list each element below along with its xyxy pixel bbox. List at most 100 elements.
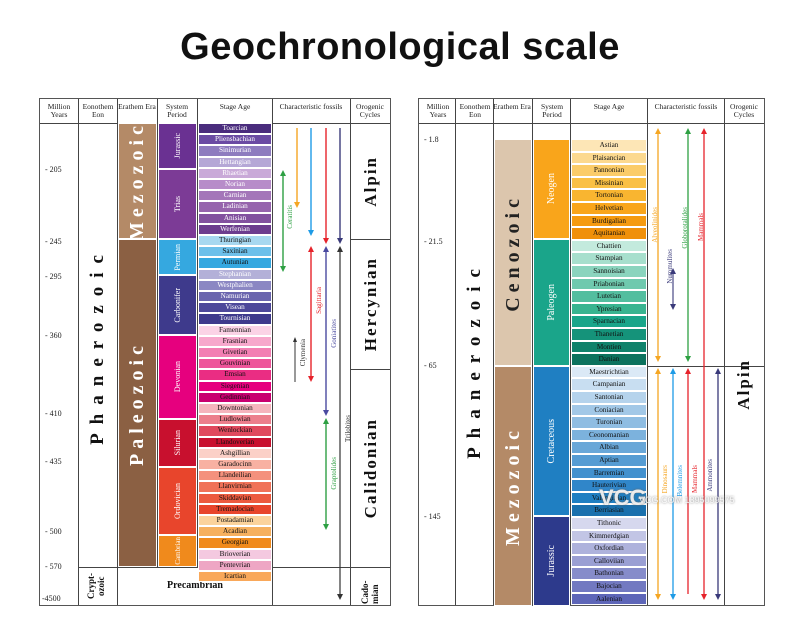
era-mezozoic-right: Mezozoic: [494, 366, 532, 606]
left-stage-5: Norian: [198, 179, 272, 191]
precambrian-label: Precambrian: [167, 580, 223, 591]
right-stage-21: Coniacian: [571, 403, 647, 417]
eon-phanerozoic-right: Phanerozoic: [464, 259, 485, 459]
cycle-alpin-right: Alpin: [734, 358, 753, 410]
left-stage-40: Icartian: [198, 571, 272, 583]
left-stage-28: Llandoverian: [198, 436, 272, 448]
eon-phanerozoic: Phanerozoic: [87, 245, 108, 445]
fossil-ceratitis: Ceratitis: [286, 205, 294, 229]
right-stage-16: Montien: [571, 340, 647, 354]
right-stage-25: Aptian: [571, 454, 647, 467]
right-stage-6: Burdigalian: [571, 214, 647, 228]
fossil-graptolides: Graptolides: [330, 457, 338, 490]
system-cretaceous: Cretaceous: [533, 366, 570, 516]
left-stage-13: Stephanian: [198, 268, 272, 280]
tick-295: - 295: [45, 272, 62, 281]
header-erathem-right: Erathem Era: [493, 102, 531, 111]
tick-21-5: - 21.5: [424, 237, 443, 246]
left-stage-29: Ashgillian: [198, 447, 272, 459]
header-erathem: Erathem Era: [118, 102, 156, 111]
era-cenozoic: Cenozoic: [494, 139, 532, 366]
era-mezozoic: Mezozoic: [118, 121, 157, 241]
left-stage-2: Sinimurian: [198, 145, 272, 157]
right-stage-18: Maestrichtian: [571, 365, 647, 379]
left-stage-11: Saxinian: [198, 246, 272, 258]
right-stage-0: Astian: [571, 139, 647, 152]
left-stage-22: Emsian: [198, 369, 272, 381]
right-stage-28: Valanginian: [571, 491, 647, 505]
header-fossils: Characteristic fossils: [279, 102, 343, 111]
left-stage-36: Acadian: [198, 526, 272, 538]
right-stage-column: Astian Plaisancian Pannonian Missinian Torto…: [571, 139, 647, 606]
header-eonothem: Eonothem Eon: [82, 102, 114, 119]
system-cambrian: Cambrian: [158, 535, 197, 567]
left-stage-33: Skiddavian: [198, 492, 272, 504]
right-stage-2: Pannonian: [571, 164, 647, 177]
right-stage-8: Chattien: [571, 239, 647, 253]
header-million-years-right: Million Years: [426, 102, 450, 119]
left-stage-15: Namurian: [198, 291, 272, 303]
system-paleogen: Paleogen: [533, 239, 570, 366]
left-stage-8: Anisian: [198, 212, 272, 224]
right-stage-4: Tortonian: [571, 189, 647, 202]
left-stage-31: Llandeilian: [198, 470, 272, 482]
right-stage-31: Kimmerdgian: [571, 529, 647, 543]
header-orogenic: Orogenic Cycles: [356, 102, 384, 119]
right-stage-30: Tithonic: [571, 517, 647, 530]
header-million-years: Million Years: [47, 102, 71, 119]
system-neogen: Neogen: [533, 139, 570, 239]
tick-65: - 65: [424, 361, 437, 370]
tick-205: - 205: [45, 165, 62, 174]
left-stage-18: Famennian: [198, 324, 272, 336]
right-stage-7: Aquitanian: [571, 227, 647, 240]
header-eonothem-right: Eonothem Eon: [459, 102, 491, 119]
cycle-hercynian: Hercynian: [360, 256, 380, 352]
right-stage-11: Priabonian: [571, 277, 647, 291]
left-stage-24: Gedinnian: [198, 391, 272, 403]
right-stage-3: Missinian: [571, 176, 647, 190]
right-stage-14: Sparnacian: [571, 315, 647, 328]
right-stage-22: Turonian: [571, 416, 647, 429]
system-ordovician: Ordovician: [158, 467, 197, 535]
left-stage-3: Hettangian: [198, 156, 272, 168]
fossil-ammonites: Ammonites: [706, 459, 714, 492]
right-stage-32: Oxfordian: [571, 542, 647, 555]
tick-435: - 435: [45, 457, 62, 466]
tick-360: - 360: [45, 331, 62, 340]
tick-410: - 410: [45, 409, 62, 418]
right-stage-29: Berriasian: [571, 504, 647, 517]
right-stage-23: Ceonomanian: [571, 428, 647, 442]
left-stage-column: Toarcian Pliensbachian Sinimurian Hettangia…: [198, 123, 272, 603]
left-stage-19: Frasnian: [198, 335, 272, 347]
cycle-cadomian: Cado-mian: [359, 580, 380, 604]
header-stage: Stage Age: [219, 102, 251, 111]
fossil-goniatites: Goniatites: [330, 319, 338, 348]
left-stage-38: Brioverian: [198, 548, 272, 560]
right-stage-19: Campanian: [571, 378, 647, 391]
left-stage-6: Carnian: [198, 190, 272, 202]
left-stage-12: Autunian: [198, 257, 272, 269]
tick-245: - 245: [45, 237, 62, 246]
fossil-belemnites: Belemnites: [676, 465, 684, 497]
watermark-text: VCG.COM 1395099575: [639, 495, 735, 505]
era-paleozoic: Paleozoic: [118, 239, 157, 567]
left-stage-21: Gouvinian: [198, 358, 272, 370]
fossil-globorotalides: Globorotalides: [681, 207, 689, 249]
cycle-calidonian: Calidonian: [360, 417, 380, 519]
system-silurian: Silurian: [158, 419, 197, 467]
right-stage-36: Aalenian: [571, 592, 647, 606]
left-stage-10: Thuringian: [198, 235, 272, 247]
left-stage-26: Ludlowian: [198, 414, 272, 426]
tick-145: - 145: [424, 512, 441, 521]
eon-cryptozoic: Crypt-ozoic: [86, 573, 106, 599]
fossil-sagittaria: Sagittaria: [315, 287, 323, 314]
right-chart-panel: Million Years Eonothem Eon Erathem Era S…: [418, 98, 765, 606]
system-permian: Permian: [158, 239, 197, 275]
right-stage-33: Calloviian: [571, 554, 647, 568]
left-stage-30: Garadocinn: [198, 459, 272, 471]
right-stage-1: Plaisancian: [571, 151, 647, 165]
header-orogenic-right: Orogenic Cycles: [730, 102, 758, 119]
cycle-alpin: Alpin: [360, 155, 380, 207]
right-stage-26: Barremian: [571, 466, 647, 480]
tick-4500: -4500: [42, 594, 61, 603]
